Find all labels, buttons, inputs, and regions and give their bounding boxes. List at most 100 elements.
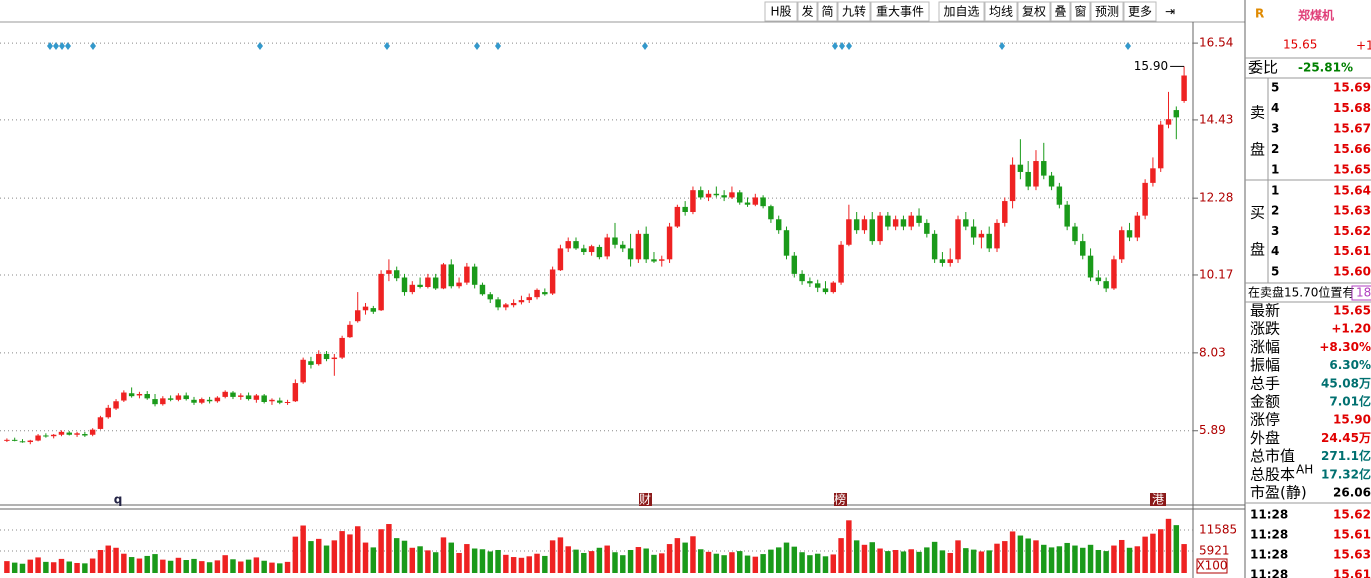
candle-body — [760, 197, 766, 207]
candle-body — [43, 435, 49, 437]
candle-body — [183, 395, 189, 400]
toolbar-label[interactable]: 更多 — [1128, 5, 1152, 19]
volume-bar — [136, 558, 143, 573]
event-label: 财 — [639, 493, 651, 507]
toolbar-button[interactable] — [984, 1, 1018, 22]
toolbar-label[interactable]: H股 — [770, 5, 791, 19]
candle-body — [791, 255, 798, 274]
toolbar-label[interactable]: 简 — [821, 5, 833, 19]
toolbar-button[interactable] — [837, 1, 871, 22]
toolbar-button[interactable] — [1017, 1, 1051, 22]
volume-bar — [19, 563, 26, 573]
y-tick-label: 8.03 — [1199, 345, 1226, 359]
candle-body — [518, 300, 525, 303]
volume-bar — [253, 557, 260, 573]
toolbar-label[interactable]: 预测 — [1095, 5, 1119, 19]
candle-body — [822, 288, 829, 293]
toolbar-button[interactable] — [817, 1, 838, 22]
toolbar-button[interactable] — [1123, 1, 1157, 22]
volume-bar — [362, 542, 369, 573]
candle-body — [1033, 161, 1039, 187]
candle-body — [323, 353, 330, 360]
volume-bar — [238, 561, 244, 573]
toolbar-label[interactable]: 窗 — [1074, 5, 1086, 19]
volume-bar — [744, 555, 751, 573]
candle-body — [1009, 164, 1016, 202]
volume-unit: X100 — [1196, 559, 1227, 573]
candle-body — [238, 395, 244, 397]
toolbar-label[interactable]: 加自选 — [943, 5, 979, 19]
volume-bar — [955, 540, 961, 573]
volume-bar — [487, 551, 493, 573]
toolbar-button[interactable] — [1050, 1, 1071, 22]
price: 15.65 — [1333, 163, 1371, 177]
candle-body — [1017, 164, 1024, 172]
stat-label: 涨跌 — [1250, 320, 1280, 338]
volume-bar — [386, 524, 392, 573]
candle-body — [651, 259, 657, 262]
candle-body — [308, 361, 314, 365]
candle-body — [526, 297, 532, 301]
toolbar-button[interactable] — [870, 1, 930, 22]
volume-bar — [838, 538, 844, 573]
stat-value: 17.32亿 — [1321, 466, 1371, 481]
candle-body — [596, 246, 603, 258]
toolbar-icon[interactable]: ⇥ — [1165, 5, 1175, 19]
volume-tick-label: 5921 — [1199, 544, 1230, 558]
volume-bar — [308, 541, 314, 573]
toolbar-button[interactable] — [797, 1, 818, 22]
toolbar-label[interactable]: 均线 — [989, 5, 1013, 19]
stat-value: +1.20 — [1331, 322, 1371, 336]
candle-body — [1165, 119, 1172, 125]
volume-bar — [1165, 518, 1172, 573]
candle-body — [510, 302, 517, 306]
candle-body — [503, 304, 509, 308]
level: 2 — [1271, 204, 1279, 218]
candle-body — [269, 399, 275, 402]
toolbar-label[interactable]: 复权 — [1022, 5, 1046, 19]
volume-bar — [354, 526, 361, 573]
candle-body — [877, 215, 883, 242]
volume-bar — [1072, 545, 1078, 573]
candle-body — [1025, 171, 1031, 187]
volume-bar — [175, 557, 182, 573]
toolbar-button[interactable] — [1090, 1, 1124, 22]
candle-body — [175, 395, 182, 400]
candle-body — [128, 393, 135, 397]
candle-body — [698, 190, 704, 198]
level: 3 — [1271, 122, 1279, 136]
level: 3 — [1271, 224, 1279, 238]
candle-body — [206, 399, 213, 402]
level: 4 — [1271, 101, 1279, 115]
toolbar-button[interactable] — [764, 1, 798, 22]
toolbar-label[interactable]: 叠 — [1054, 5, 1066, 19]
volume-bar — [409, 547, 416, 573]
candle-body — [487, 294, 493, 300]
volume-bar — [970, 549, 977, 573]
stat-label: 金额 — [1250, 393, 1280, 411]
toolbar-label[interactable]: 发 — [801, 4, 813, 19]
candle-body — [978, 233, 985, 238]
candle-body — [853, 219, 860, 231]
candle-body — [939, 259, 946, 263]
volume-bar — [557, 537, 564, 573]
candle-body — [721, 195, 727, 198]
toolbar-button[interactable] — [1070, 1, 1091, 22]
toolbar-label[interactable]: 重大事件 — [876, 5, 924, 19]
candle-body — [11, 439, 18, 441]
toolbar-button[interactable] — [938, 1, 985, 22]
volume-bar — [471, 548, 478, 573]
candle-body — [432, 277, 439, 289]
volume-bar — [643, 548, 649, 573]
candle-body — [736, 192, 743, 203]
candle-body — [682, 206, 688, 212]
candle-body — [659, 259, 665, 261]
volume-bar — [152, 554, 158, 573]
candle-body — [401, 277, 408, 293]
weibi-label: 委比 — [1248, 59, 1278, 77]
candle-body — [643, 233, 649, 260]
toolbar-label[interactable]: 九转 — [842, 4, 866, 19]
candle-body — [666, 226, 673, 260]
candle-body — [1126, 230, 1133, 238]
volume-bar — [698, 549, 704, 573]
